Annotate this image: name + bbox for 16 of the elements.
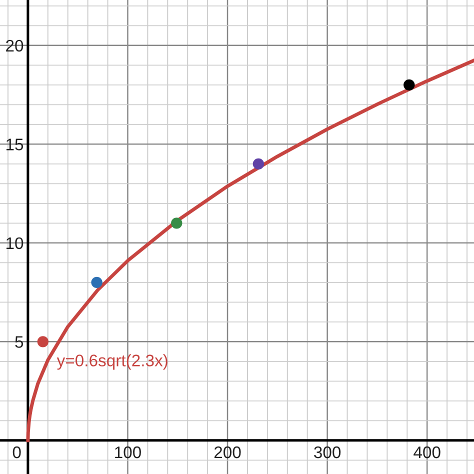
- annotation: y=0.6sqrt(2.3x): [56, 354, 168, 370]
- point: [37, 336, 49, 348]
- x-tick-label: 200: [214, 446, 241, 458]
- y-tick-label: 20: [6, 40, 24, 52]
- x-tick-label: 100: [115, 446, 141, 458]
- x-tick-label: 0: [12, 446, 21, 458]
- x-tick-label: 400: [414, 446, 440, 458]
- line-series: [26, 58, 474, 442]
- point: [91, 276, 102, 288]
- x-tick-label: 300: [314, 446, 341, 458]
- point: [252, 158, 264, 170]
- point: [404, 79, 415, 91]
- point: [171, 218, 182, 229]
- y-tick-label: 15: [6, 138, 24, 150]
- y-tick-label: 5: [15, 336, 24, 348]
- y-tick-label: 10: [6, 237, 24, 250]
